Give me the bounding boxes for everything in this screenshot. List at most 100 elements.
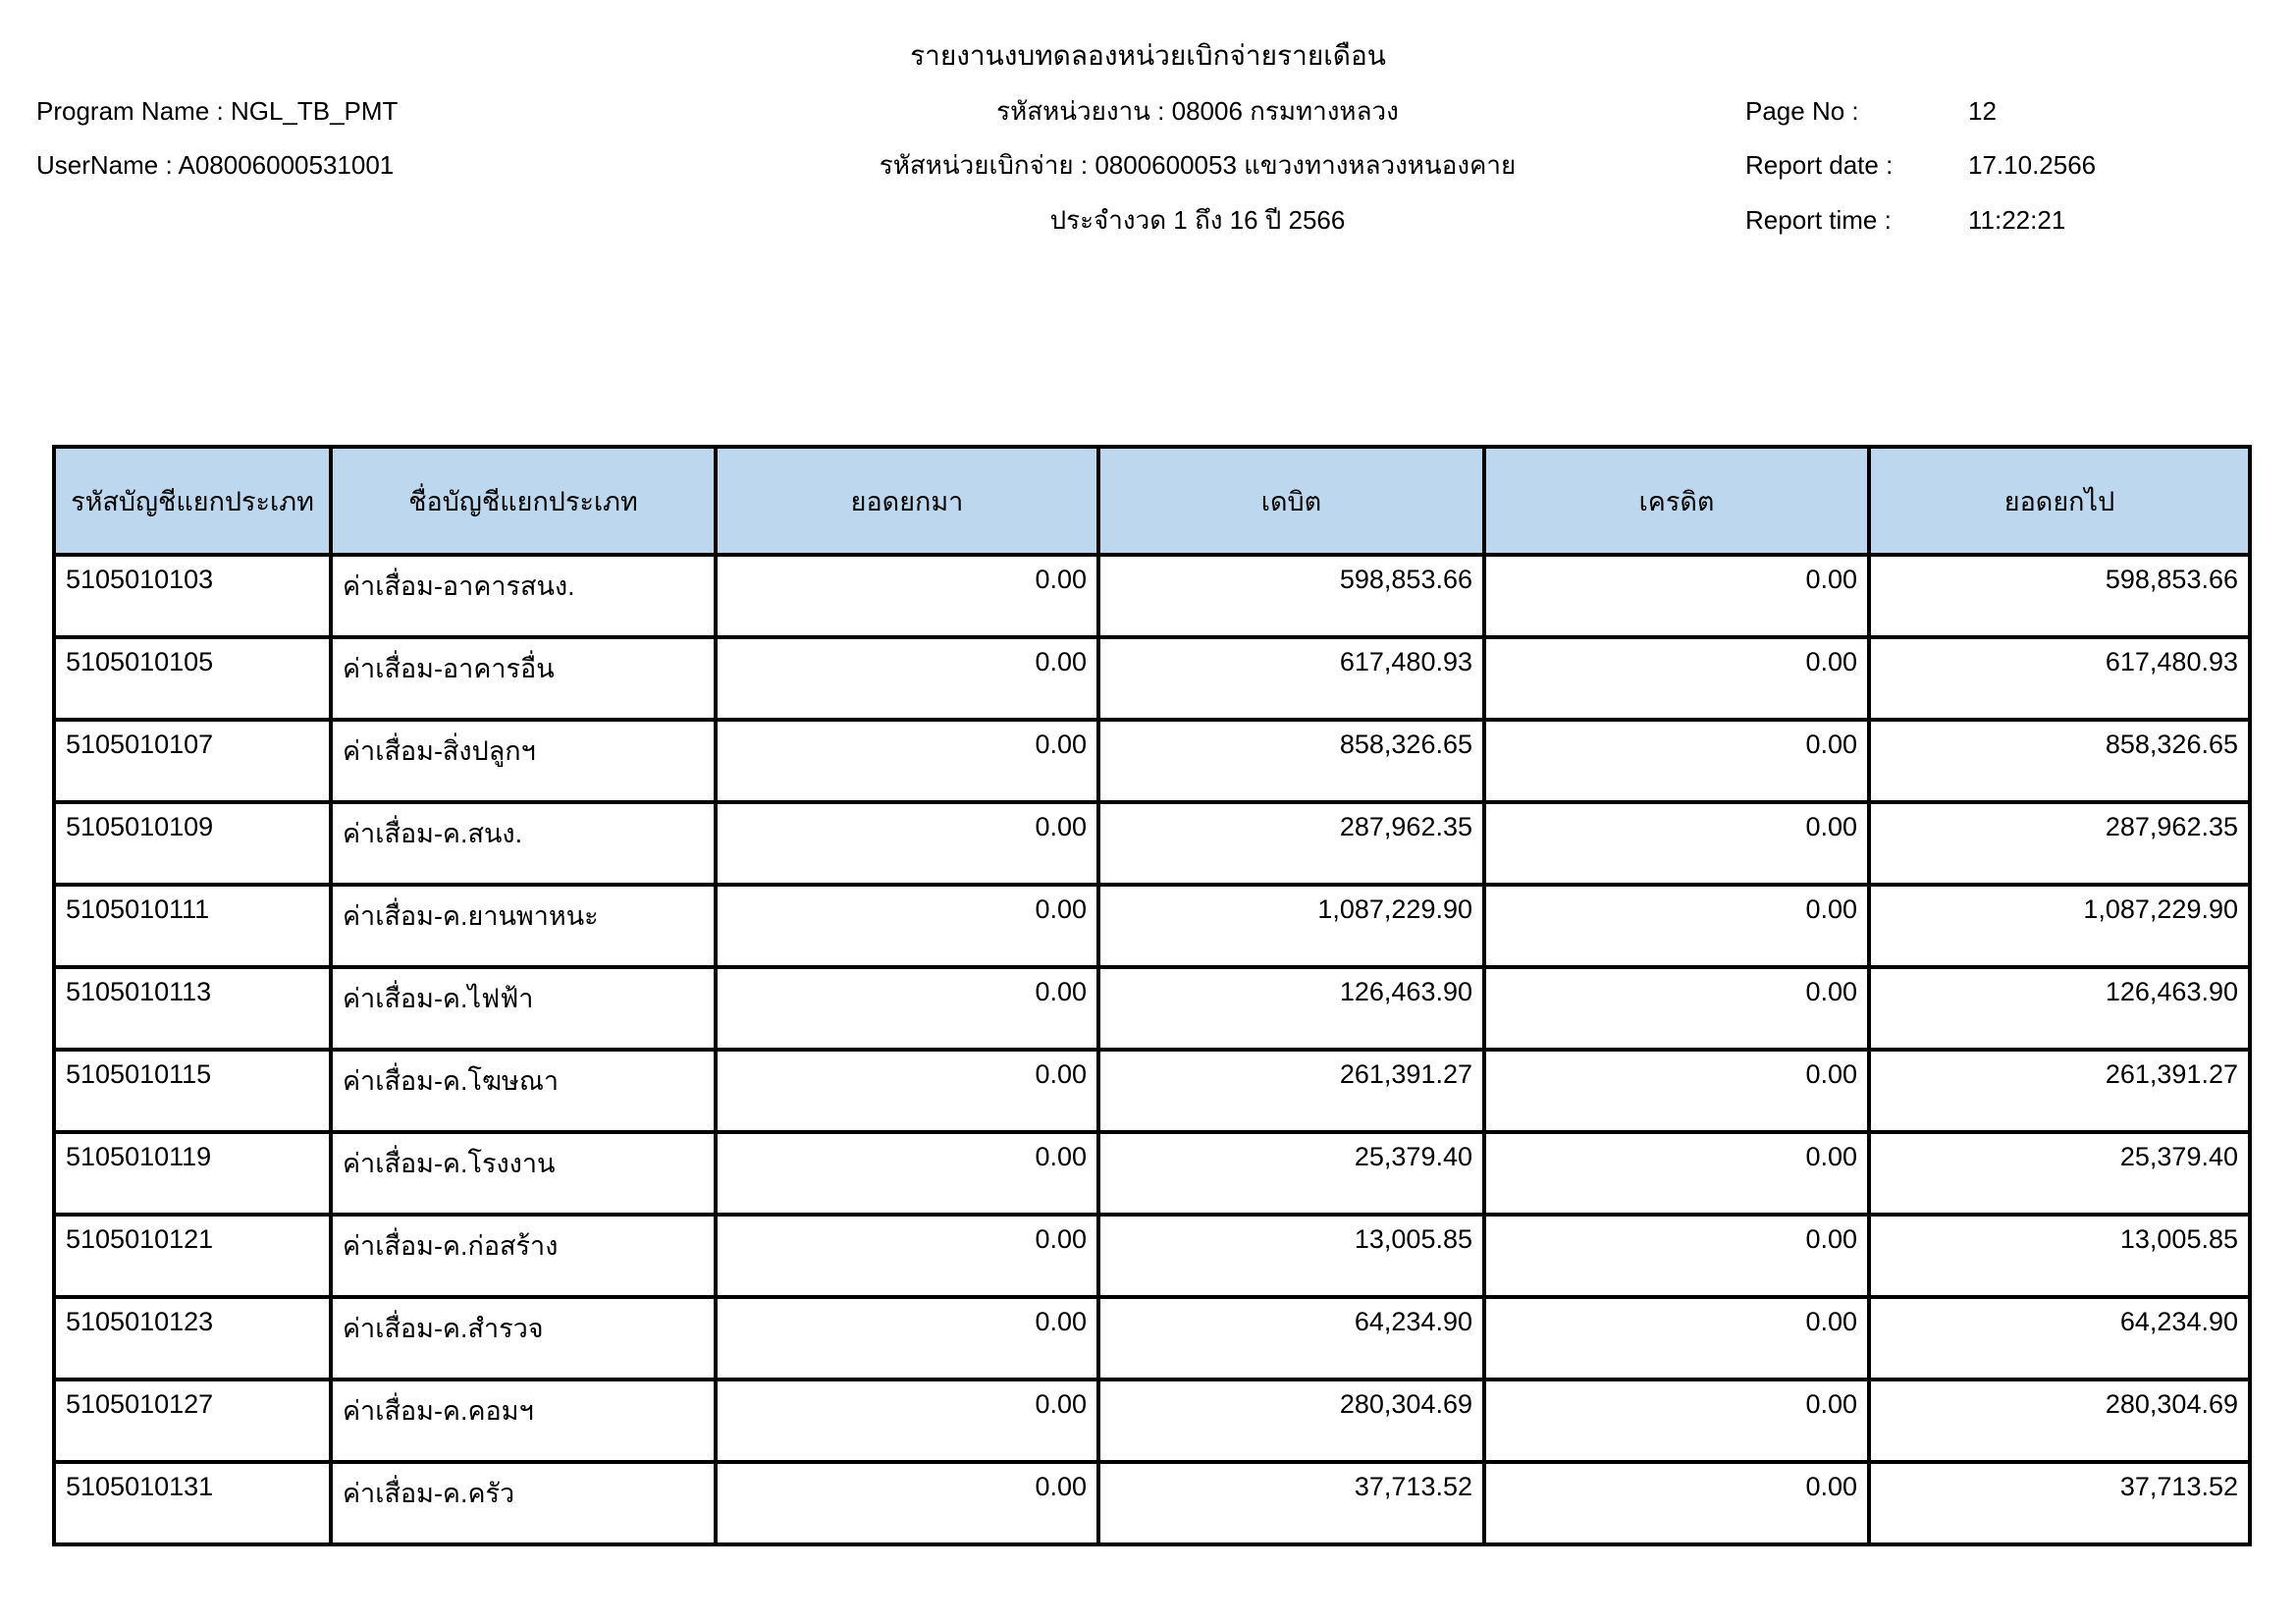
report-date-label: Report date : <box>1745 150 1894 180</box>
credit-cell: 0.00 <box>1482 1378 1871 1464</box>
table-row: 5105010105 ค่าเสื่อม-อาคารอื่น 0.00 617,480… <box>52 635 2252 722</box>
credit-cell: 0.00 <box>1482 635 1871 722</box>
debit-cell: 64,234.90 <box>1096 1295 1486 1381</box>
account-code-cell: 5105010105 <box>52 635 333 722</box>
balance-brought-forward-cell: 0.00 <box>714 800 1100 887</box>
trial-balance-table: รหัสบัญชีแยกประเภท ชื่อบัญชีแยกประเภท ยอ… <box>52 445 2252 1546</box>
account-code-cell: 5105010115 <box>52 1048 333 1134</box>
credit-cell: 0.00 <box>1482 800 1871 887</box>
balance-brought-forward-cell: 0.00 <box>714 1213 1100 1299</box>
user-name-line: UserName : A08006000531001 <box>36 150 395 180</box>
balance-carried-forward-cell: 13,005.85 <box>1867 1213 2252 1299</box>
debit-cell: 261,391.27 <box>1096 1048 1486 1134</box>
balance-carried-forward-cell: 25,379.40 <box>1867 1130 2252 1217</box>
table-row: 5105010127 ค่าเสื่อม-ค.คอมฯ 0.00 280,304.69… <box>52 1378 2252 1464</box>
report-title: รายงานงบทดลองหน่วยเบิกจ่ายรายเดือน <box>910 40 1386 71</box>
credit-cell: 0.00 <box>1482 965 1871 1052</box>
balance-carried-forward-cell: 37,713.52 <box>1867 1460 2252 1546</box>
period-line: ประจำงวด 1 ถึง 16 ปี 2566 <box>1049 205 1346 235</box>
credit-cell: 0.00 <box>1482 1213 1871 1299</box>
table-row: 5105010123 ค่าเสื่อม-ค.สำรวจ 0.00 64,234.90… <box>52 1295 2252 1381</box>
table-row: 5105010119 ค่าเสื่อม-ค.โรงงาน 0.00 25,379.4… <box>52 1130 2252 1217</box>
balance-brought-forward-cell: 0.00 <box>714 1048 1100 1134</box>
balance-carried-forward-cell: 287,962.35 <box>1867 800 2252 887</box>
account-name-cell: ค่าเสื่อม-สิ่งปลูกฯ <box>329 718 718 804</box>
account-code-cell: 5105010109 <box>52 800 333 887</box>
account-code-cell: 5105010131 <box>52 1460 333 1546</box>
table-row: 5105010107 ค่าเสื่อม-สิ่งปลูกฯ 0.00 858,326… <box>52 718 2252 804</box>
account-code-cell: 5105010123 <box>52 1295 333 1381</box>
account-name-cell: ค่าเสื่อม-ค.สำรวจ <box>329 1295 718 1381</box>
balance-carried-forward-cell: 64,234.90 <box>1867 1295 2252 1381</box>
balance-carried-forward-cell: 598,853.66 <box>1867 553 2252 639</box>
header-balance-brought-forward: ยอดยกมา <box>714 445 1100 557</box>
credit-cell: 0.00 <box>1482 718 1871 804</box>
balance-carried-forward-cell: 126,463.90 <box>1867 965 2252 1052</box>
account-name-cell: ค่าเสื่อม-อาคารอื่น <box>329 635 718 722</box>
header-account-code: รหัสบัญชีแยกประเภท <box>52 445 333 557</box>
balance-brought-forward-cell: 0.00 <box>714 1460 1100 1546</box>
debit-cell: 280,304.69 <box>1096 1378 1486 1464</box>
page-no-label: Page No : <box>1745 96 1859 126</box>
debit-cell: 1,087,229.90 <box>1096 883 1486 969</box>
account-code-cell: 5105010113 <box>52 965 333 1052</box>
debit-cell: 25,379.40 <box>1096 1130 1486 1217</box>
account-name-cell: ค่าเสื่อม-ค.สนง. <box>329 800 718 887</box>
credit-cell: 0.00 <box>1482 553 1871 639</box>
debit-cell: 858,326.65 <box>1096 718 1486 804</box>
account-code-cell: 5105010121 <box>52 1213 333 1299</box>
account-code-cell: 5105010111 <box>52 883 333 969</box>
account-name-cell: ค่าเสื่อม-ค.ก่อสร้าง <box>329 1213 718 1299</box>
balance-carried-forward-cell: 858,326.65 <box>1867 718 2252 804</box>
disbursement-unit-line: รหัสหน่วยเบิกจ่าย : 0800600053 แขวงทางหล… <box>879 150 1517 180</box>
agency-code-line: รหัสหน่วยงาน : 08006 กรมทางหลวง <box>996 96 1399 126</box>
balance-brought-forward-cell: 0.00 <box>714 718 1100 804</box>
account-name-cell: ค่าเสื่อม-ค.โฆษณา <box>329 1048 718 1134</box>
account-name-cell: ค่าเสื่อม-อาคารสนง. <box>329 553 718 639</box>
account-name-cell: ค่าเสื่อม-ค.โรงงาน <box>329 1130 718 1217</box>
balance-brought-forward-cell: 0.00 <box>714 1130 1100 1217</box>
program-name-line: Program Name : NGL_TB_PMT <box>36 96 399 126</box>
header-balance-carried-forward: ยอดยกไป <box>1867 445 2252 557</box>
report-date-value: 17.10.2566 <box>1968 150 2097 180</box>
page-no-value: 12 <box>1968 96 1997 126</box>
balance-carried-forward-cell: 617,480.93 <box>1867 635 2252 722</box>
credit-cell: 0.00 <box>1482 883 1871 969</box>
account-code-cell: 5105010103 <box>52 553 333 639</box>
debit-cell: 287,962.35 <box>1096 800 1486 887</box>
balance-brought-forward-cell: 0.00 <box>714 1295 1100 1381</box>
account-name-cell: ค่าเสื่อม-ค.ไฟฟ้า <box>329 965 718 1052</box>
credit-cell: 0.00 <box>1482 1295 1871 1381</box>
table-row: 5105010131 ค่าเสื่อม-ค.ครัว 0.00 37,713.52 0… <box>52 1460 2252 1546</box>
table-body: 5105010103 ค่าเสื่อม-อาคารสนง. 0.00 598,853… <box>52 553 2252 1546</box>
balance-carried-forward-cell: 261,391.27 <box>1867 1048 2252 1134</box>
account-name-cell: ค่าเสื่อม-ค.คอมฯ <box>329 1378 718 1464</box>
table-row: 5105010113 ค่าเสื่อม-ค.ไฟฟ้า 0.00 126,463.9… <box>52 965 2252 1052</box>
header-debit: เดบิต <box>1096 445 1486 557</box>
report-time-value: 11:22:21 <box>1968 205 2066 235</box>
table-row: 5105010115 ค่าเสื่อม-ค.โฆษณา 0.00 261,391.2… <box>52 1048 2252 1134</box>
credit-cell: 0.00 <box>1482 1048 1871 1134</box>
header-credit: เครดิต <box>1482 445 1871 557</box>
report-time-label: Report time : <box>1745 205 1892 235</box>
credit-cell: 0.00 <box>1482 1460 1871 1546</box>
table-row: 5105010111 ค่าเสื่อม-ค.ยานพาหนะ 0.00 1,087,… <box>52 883 2252 969</box>
balance-brought-forward-cell: 0.00 <box>714 553 1100 639</box>
debit-cell: 126,463.90 <box>1096 965 1486 1052</box>
account-name-cell: ค่าเสื่อม-ค.ยานพาหนะ <box>329 883 718 969</box>
balance-carried-forward-cell: 1,087,229.90 <box>1867 883 2252 969</box>
credit-cell: 0.00 <box>1482 1130 1871 1217</box>
balance-brought-forward-cell: 0.00 <box>714 1378 1100 1464</box>
debit-cell: 617,480.93 <box>1096 635 1486 722</box>
account-code-cell: 5105010119 <box>52 1130 333 1217</box>
account-name-cell: ค่าเสื่อม-ค.ครัว <box>329 1460 718 1546</box>
table-row: 5105010121 ค่าเสื่อม-ค.ก่อสร้าง 0.00 13,005… <box>52 1213 2252 1299</box>
balance-carried-forward-cell: 280,304.69 <box>1867 1378 2252 1464</box>
account-code-cell: 5105010127 <box>52 1378 333 1464</box>
debit-cell: 37,713.52 <box>1096 1460 1486 1546</box>
table-row: 5105010109 ค่าเสื่อม-ค.สนง. 0.00 287,962.35… <box>52 800 2252 887</box>
debit-cell: 13,005.85 <box>1096 1213 1486 1299</box>
balance-brought-forward-cell: 0.00 <box>714 883 1100 969</box>
table-header-row: รหัสบัญชีแยกประเภท ชื่อบัญชีแยกประเภท ยอ… <box>52 445 2252 557</box>
